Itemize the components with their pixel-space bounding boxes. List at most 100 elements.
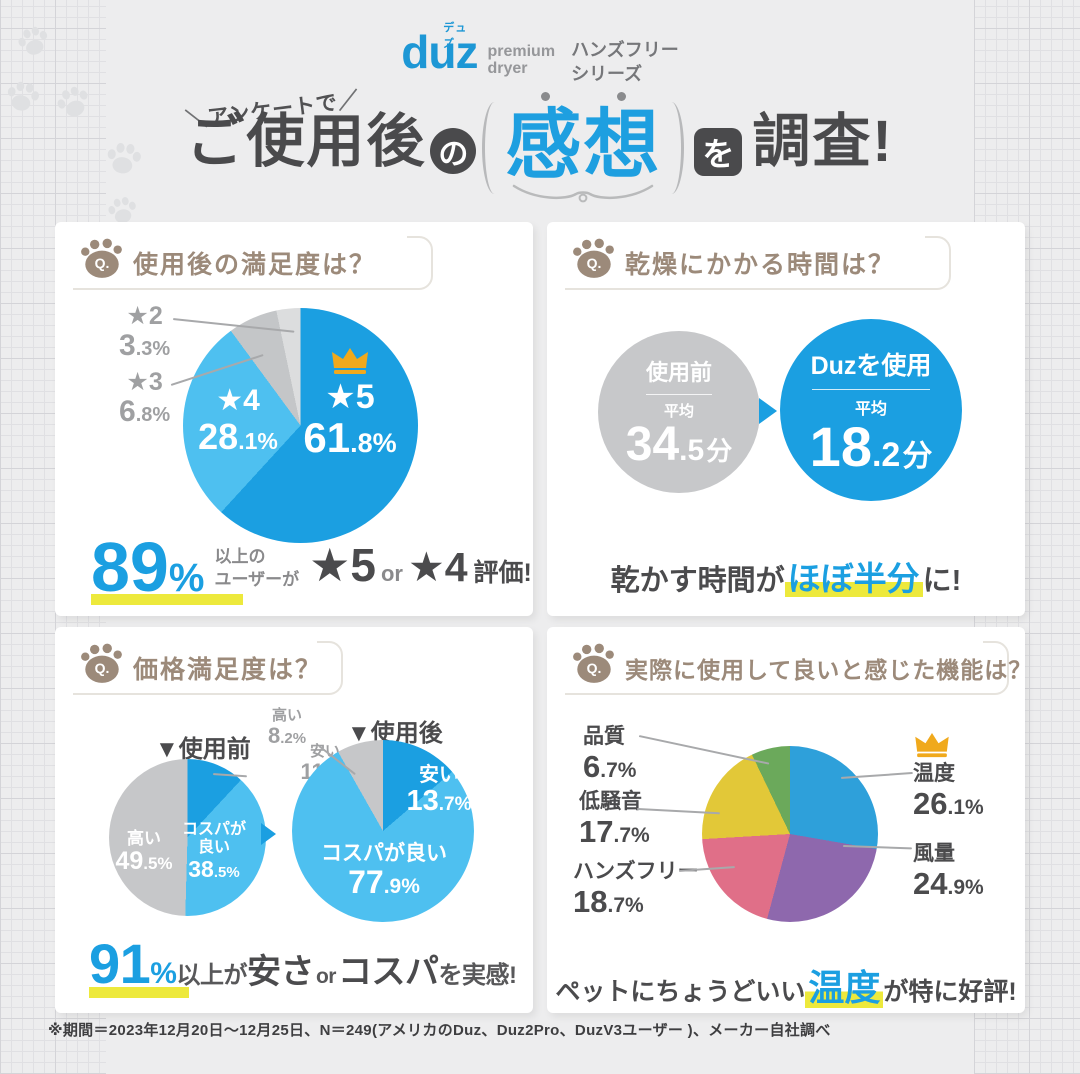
summary-cospa: コスパ [337, 953, 439, 991]
before-circle: 使用前 平均 34.5 分 [598, 331, 760, 493]
slice-label-takai: 高い 49.5% [111, 829, 177, 874]
minutes-unit: 分 [706, 436, 733, 466]
slice-value-decimal: .9% [383, 875, 420, 899]
question-bubble: Q. 乾燥にかかる時間は？ [563, 236, 951, 290]
series-line2: シリーズ [571, 64, 643, 85]
question-bubble: Q. 使用後の満足度は？ [71, 236, 433, 290]
summary-tail: 評価! [473, 559, 532, 587]
panel-title: 乾燥にかかる時間は？ [625, 251, 896, 279]
q-badge: Q. [586, 255, 602, 272]
satisfaction-summary: 89% 以上の ユーザーが ★5 or ★4 評価! [91, 528, 532, 606]
slice-value-decimal: .8% [350, 428, 397, 459]
headline-highlight: 感想 [505, 103, 662, 188]
panel-price-satisfaction: Q. 価格満足度は？ ▼使用前 ▼使用後 高い 49.5% コスパが 良い 38… [55, 627, 533, 1013]
arrow-right-icon [261, 823, 276, 845]
feature-value-decimal: .7% [613, 824, 650, 848]
after-minutes-decimal: .2 [871, 435, 901, 474]
brand-wordmark: デュズ duz [401, 22, 478, 78]
q-badge: Q. [94, 255, 110, 272]
summary-highlight: 温度 [805, 967, 884, 1008]
before-pie-title: ▼使用前 [155, 736, 251, 763]
slice-name: 高い [271, 707, 302, 724]
after-circle: Duzを使用 平均 18.2 分 [780, 319, 962, 501]
headline-highlight-wrap: 感想 [505, 92, 662, 202]
slice-label-star3: ★3 6.8% [119, 368, 170, 427]
summary-pre: 乾かす時間が [610, 565, 785, 597]
yellow-underline [91, 594, 243, 605]
slice-value: 38 [188, 855, 214, 882]
feature-value: 26 [913, 786, 948, 822]
paw-q-icon: Q. [571, 237, 617, 279]
series-line1: ハンズフリー [571, 40, 679, 60]
feature-name: 温度 [913, 762, 955, 785]
slice-name: ★5 [325, 378, 375, 416]
summary-big-number: 89 [91, 528, 169, 606]
summary-percent-sign: % [150, 957, 177, 990]
price-after-pie-chart: 安い 13.7% コスパが良い 77.9% [292, 740, 474, 922]
average-label: 平均 [663, 403, 694, 420]
slice-label-star4: ★4 28.1% [185, 384, 291, 455]
product-line2: dryer [487, 59, 528, 77]
slice-value-decimal: .5% [143, 853, 173, 873]
slice-name: コスパが良い [321, 842, 447, 865]
summary-star5: ★5 [309, 539, 376, 591]
panel-title: 価格満足度は？ [133, 656, 323, 684]
slice-label-takai-after: 高い 8.2% [251, 707, 323, 748]
slice-name: 高い [127, 829, 161, 848]
paw-print-icon [1, 77, 42, 117]
slice-name: ★3 [126, 368, 163, 396]
feature-label-quality: 品質 6.7% [583, 725, 636, 782]
slice-label-star5: ★5 61.8% [287, 348, 413, 459]
slice-name: ★2 [126, 302, 163, 330]
dot-decor [541, 92, 551, 101]
slice-label-yasui: 安い 13.7% [402, 764, 476, 816]
divider-line [812, 388, 930, 390]
question-bubble: Q. 価格満足度は？ [71, 641, 343, 695]
feature-label-noise: 低騒音 17.7% [579, 790, 650, 847]
slice-value: 8 [267, 723, 281, 748]
survey-note: ※期間＝2023年12月20日～12月25日、N＝249(アメリカのDuz、Du… [48, 1022, 831, 1039]
slice-name: ★4 [216, 384, 260, 417]
brand-name: duz [401, 26, 478, 78]
after-label: Duzを使用 [810, 351, 932, 380]
feature-value: 18 [573, 884, 608, 920]
slice-value: 13 [406, 785, 439, 817]
feature-label-handsfree: ハンズフリー 18.7% [573, 860, 699, 917]
feature-value: 17 [579, 814, 614, 850]
slice-label-cospa-after: コスパが良い 77.9% [320, 842, 448, 899]
price-summary: 91% 以上が 安さ or コスパ を実感! [89, 935, 517, 993]
right-paren-decor [659, 102, 685, 194]
panel-title: 実際に使用して良いと感じた機能は？ [625, 657, 1033, 683]
feature-value-decimal: .7% [607, 894, 644, 918]
features-summary: ペットにちょうどいい温度 が特に好評! [547, 959, 1025, 1011]
paw-print-icon [103, 193, 141, 229]
brand-logo: デュズ duz premium dryer ハンズフリー シリーズ [0, 22, 1080, 87]
feature-value-decimal: .7% [600, 759, 637, 783]
headline-seg2: 調査! [752, 109, 894, 174]
slice-value-decimal: .5% [213, 863, 240, 881]
summary-or: or [315, 965, 337, 988]
product-name: premium dryer [487, 43, 555, 78]
before-minutes: 34 [625, 418, 680, 471]
summary-t2: を実感! [438, 962, 517, 989]
before-minutes-decimal: .5 [679, 434, 705, 467]
satisfaction-pie-chart: ★5 61.8% ★4 28.1% [183, 308, 418, 543]
feature-name: 品質 [583, 725, 625, 748]
price-before-pie-chart: 高い 49.5% コスパが 良い 38.5% [109, 759, 266, 916]
paw-q-icon: Q. [79, 237, 125, 279]
summary-post: が特に好評! [883, 978, 1017, 1006]
brand-furigana: デュズ [443, 22, 468, 50]
slice-value-decimal: .1% [238, 427, 278, 454]
average-label: 平均 [854, 400, 887, 418]
feature-value: 24 [913, 866, 948, 902]
paw-print-icon [50, 80, 96, 125]
minutes-unit: 分 [902, 439, 933, 473]
summary-highlight: ほぼ半分 [784, 560, 923, 597]
paw-print-icon [102, 139, 144, 179]
leader-line [638, 735, 770, 765]
divider-line [646, 394, 712, 395]
summary-yasusa: 安さ [246, 953, 315, 991]
crown-icon [332, 348, 368, 374]
panel-satisfaction: Q. 使用後の満足度は？ ★5 61.8% ★4 28.1% ★2 3.3% ★… [55, 222, 533, 616]
